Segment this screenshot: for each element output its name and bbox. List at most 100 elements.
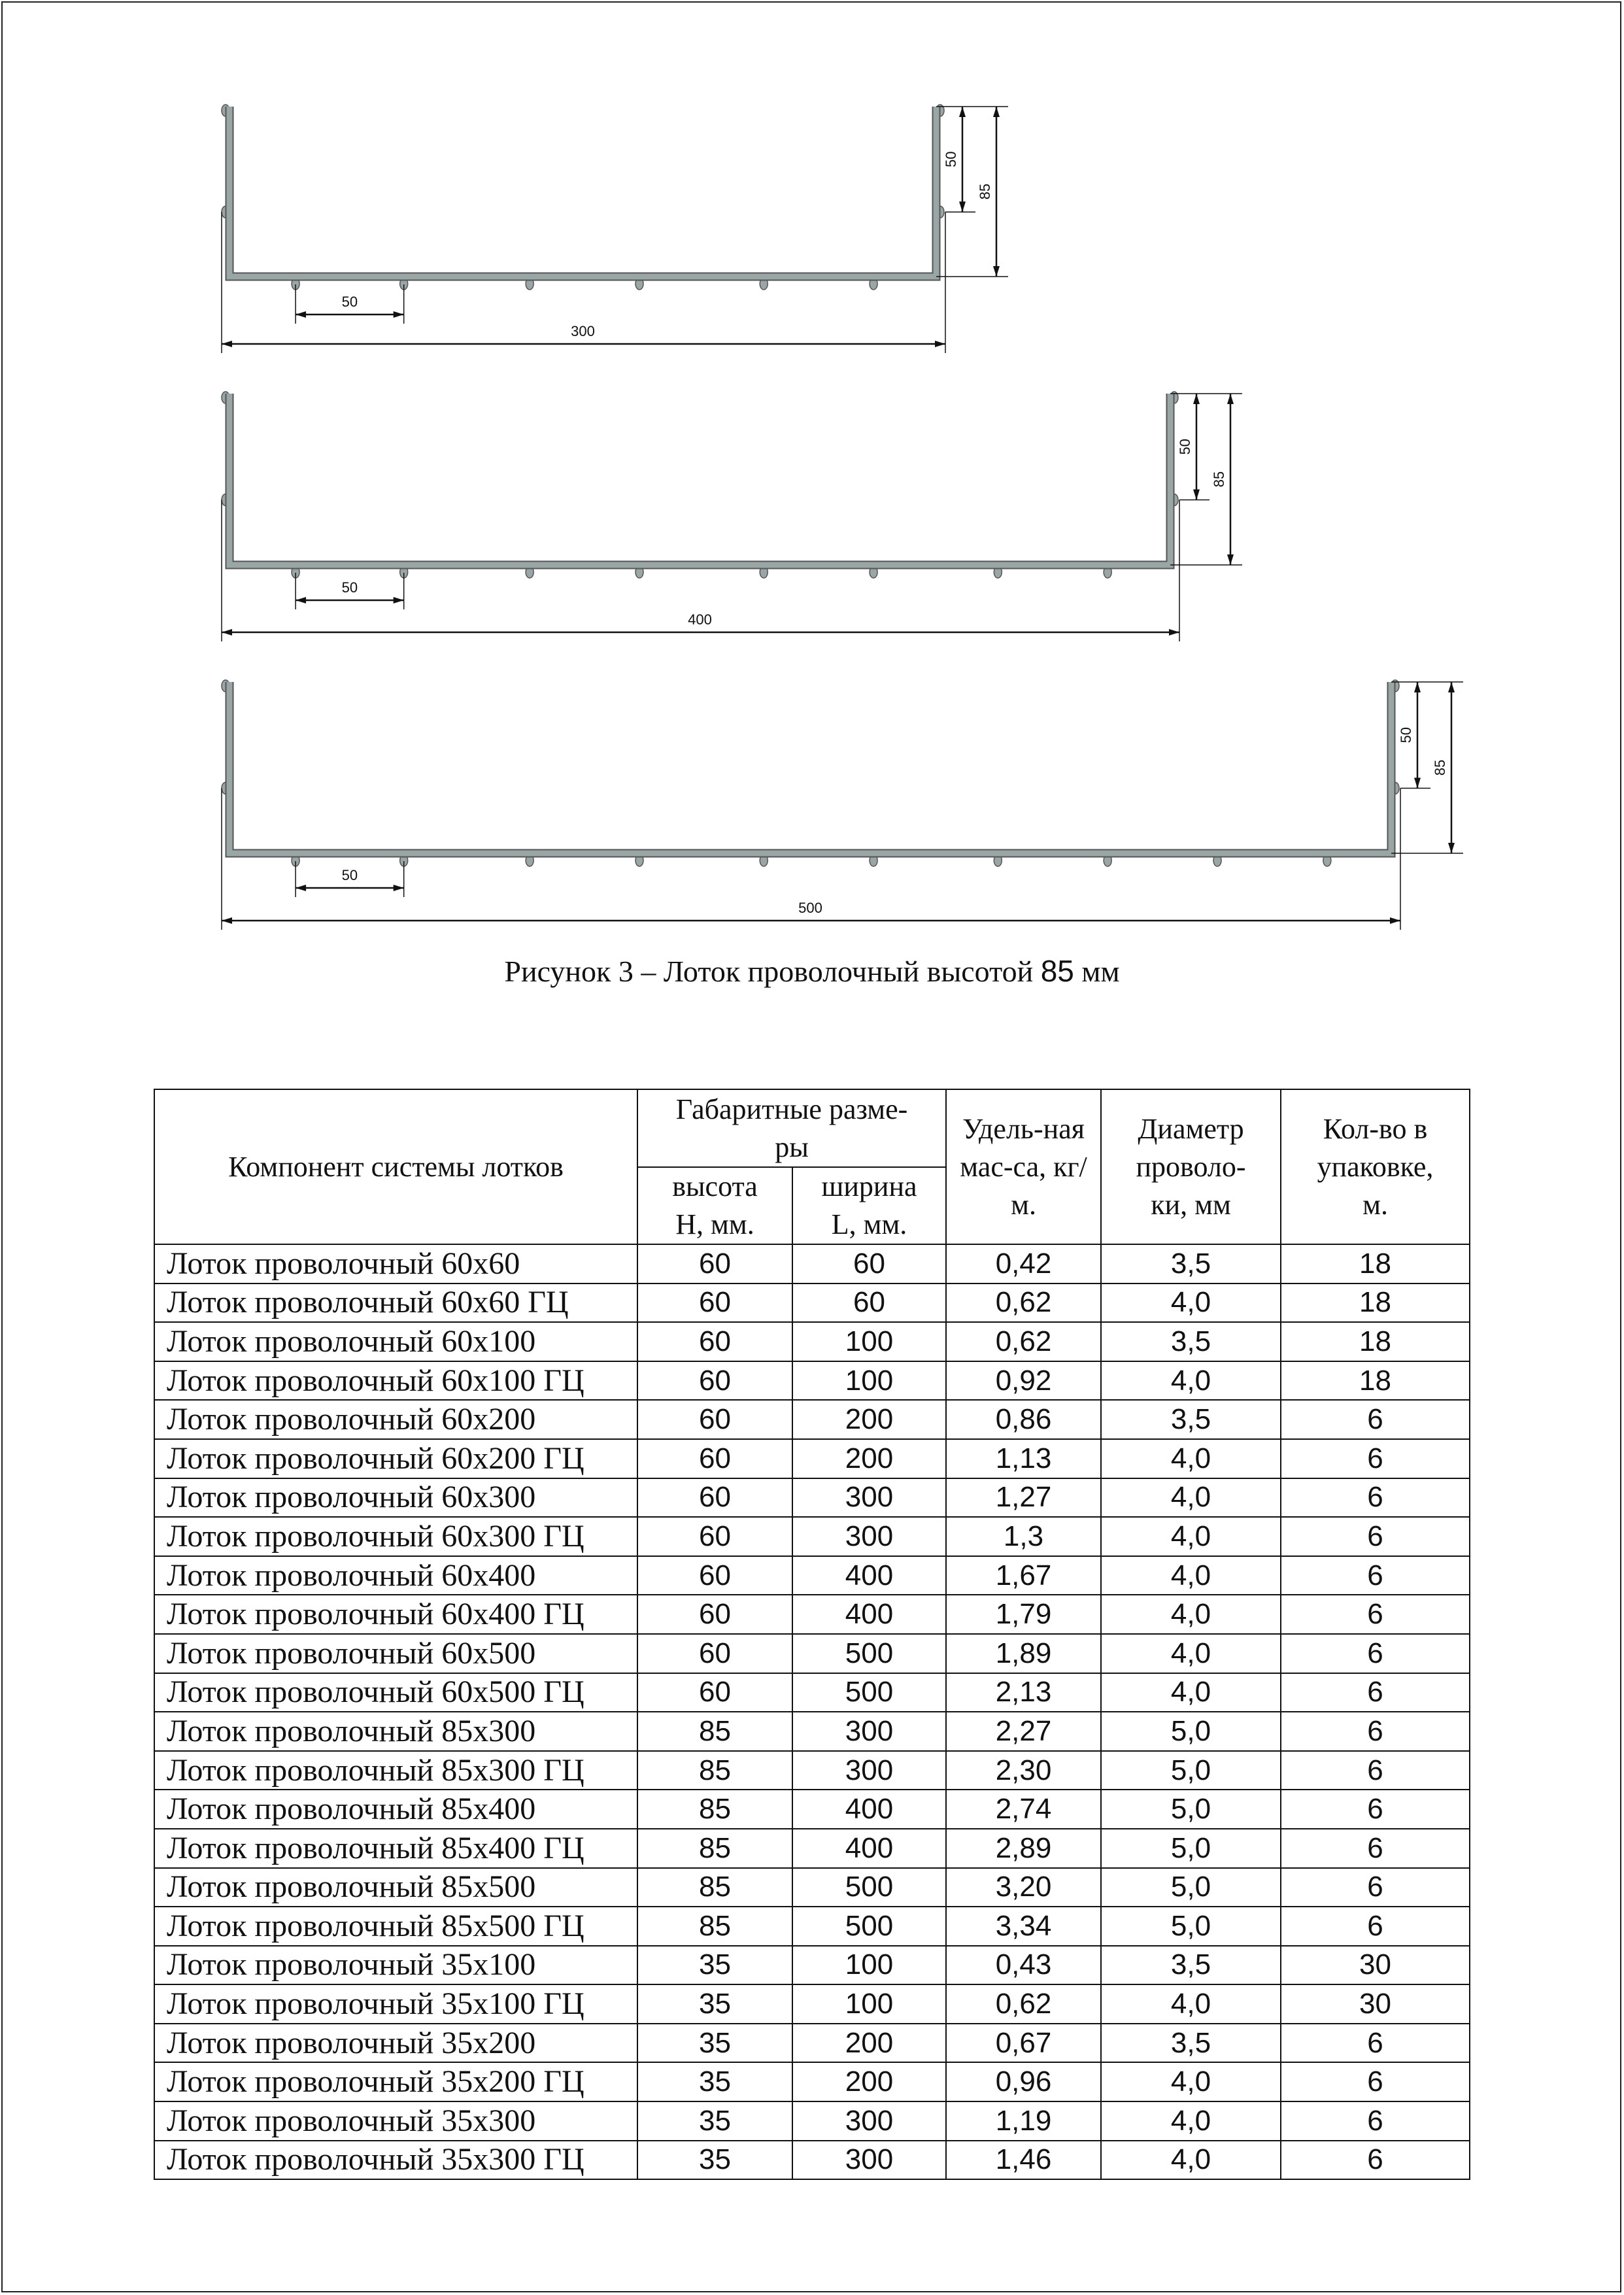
table-row: Лоток проволочный 85x500 85 500 3,20 5,0 6 [154, 1867, 1471, 1908]
cell-width: 200 [791, 2022, 947, 2064]
side-pitch-dimension-arrowhead [1414, 777, 1421, 789]
table-row: Лоток проволочный 85x500 ГЦ 85 500 3,34 5,0 6 [154, 1906, 1471, 1946]
side-pitch-dimension-arrowhead [959, 107, 966, 117]
cell-diameter: 4,0 [1100, 1594, 1282, 1635]
header-component: Компонент системы лотков [154, 1089, 638, 1245]
cell-diameter: 3,5 [1100, 1399, 1282, 1440]
cell-mass: 3,20 [945, 1867, 1102, 1908]
cell-component-name: Лоток проволочный 85x300 [154, 1711, 638, 1752]
table-row: Лоток проволочный 60x400 60 400 1,67 4,0 6 [154, 1555, 1471, 1596]
cell-mass: 1,27 [945, 1477, 1102, 1518]
cell-diameter: 3,5 [1100, 1321, 1282, 1362]
cell-pack-quantity: 18 [1280, 1321, 1471, 1362]
cell-width: 60 [791, 1244, 947, 1284]
width-dimension-label: 300 [571, 323, 595, 339]
table-row: Лоток проволочный 60x500 60 500 1,89 4,0 6 [154, 1633, 1471, 1674]
header-dimensions: Габаритные разме-ры [636, 1089, 947, 1168]
pitch-dimension-arrowhead [393, 597, 404, 604]
cell-mass: 1,89 [945, 1633, 1102, 1674]
pitch-dimension-arrowhead [393, 311, 404, 318]
height-dimension-arrowhead [1227, 554, 1234, 565]
cell-height: 60 [637, 1244, 793, 1284]
cell-diameter: 4,0 [1100, 1516, 1282, 1557]
cell-height: 60 [637, 1672, 793, 1713]
cell-pack-quantity: 6 [1280, 1750, 1471, 1791]
cell-mass: 1,79 [945, 1594, 1102, 1635]
header-pack: Кол-во в упаковке, м. [1280, 1089, 1471, 1245]
side-pitch-dimension-label: 50 [943, 151, 959, 167]
cell-mass: 2,74 [945, 1789, 1102, 1829]
table-row: Лоток проволочный 35x100 ГЦ 35 100 0,62 4,0 3… [154, 1984, 1471, 2024]
cell-height: 85 [637, 1711, 793, 1752]
cell-pack-quantity: 6 [1280, 1789, 1471, 1829]
tray-drawings: 300 50 50 85 400 50 50 85 500 50 50 85 [221, 104, 1463, 930]
cell-height: 85 [637, 1750, 793, 1791]
cell-diameter: 5,0 [1100, 1906, 1282, 1946]
cell-height: 60 [637, 1633, 793, 1674]
table-row: Лоток проволочный 60x400 ГЦ 60 400 1,79 4,0 6 [154, 1594, 1471, 1635]
side-pitch-dimension-label: 50 [1398, 727, 1414, 743]
side-pitch-dimension-arrowhead [959, 201, 966, 212]
cell-mass: 0,43 [945, 1945, 1102, 1986]
cell-component-name: Лоток проволочный 35x100 ГЦ [154, 1984, 638, 2024]
cell-pack-quantity: 6 [1280, 1828, 1471, 1869]
tray-profile [226, 682, 1395, 857]
width-dimension-arrowhead [222, 629, 232, 636]
cell-pack-quantity: 6 [1280, 1867, 1471, 1908]
cell-diameter: 4,0 [1100, 1555, 1282, 1596]
cell-diameter: 4,0 [1100, 1282, 1282, 1323]
table-row: Лоток проволочный 60x200 60 200 0,86 3,5 6 [154, 1399, 1471, 1440]
pitch-dimension-arrowhead [296, 597, 307, 604]
cell-mass: 1,67 [945, 1555, 1102, 1596]
width-dimension-label: 500 [798, 900, 822, 916]
cell-component-name: Лоток проволочный 85x400 [154, 1789, 638, 1829]
cell-mass: 0,62 [945, 1321, 1102, 1362]
table-row: Лоток проволочный 35x300 35 300 1,19 4,0 6 [154, 2101, 1471, 2141]
cell-height: 60 [637, 1321, 793, 1362]
cell-component-name: Лоток проволочный 35x200 ГЦ [154, 2062, 638, 2103]
cell-mass: 0,86 [945, 1399, 1102, 1440]
width-dimension-arrowhead [1390, 917, 1400, 924]
cell-height: 60 [637, 1282, 793, 1323]
width-dimension-arrowhead [1169, 629, 1179, 636]
table-row: Лоток проволочный 85x400 85 400 2,74 5,0 6 [154, 1789, 1471, 1829]
cell-diameter: 4,0 [1100, 1477, 1282, 1518]
cell-width: 500 [791, 1633, 947, 1674]
tray-profile [226, 394, 1174, 568]
cell-width: 300 [791, 2139, 947, 2181]
cell-width: 200 [791, 2062, 947, 2103]
cell-pack-quantity: 6 [1280, 1906, 1471, 1946]
table-row: Лоток проволочный 35x200 ГЦ 35 200 0,96 4,0 6 [154, 2062, 1471, 2103]
cell-height: 35 [637, 1945, 793, 1986]
cell-diameter: 4,0 [1100, 2062, 1282, 2103]
cell-mass: 0,67 [945, 2022, 1102, 2064]
cell-height: 60 [637, 1399, 793, 1440]
caption-suffix: мм [1074, 955, 1120, 988]
cell-diameter: 3,5 [1100, 1945, 1282, 1986]
cell-diameter: 4,0 [1100, 2101, 1282, 2141]
cell-mass: 2,89 [945, 1828, 1102, 1869]
cell-pack-quantity: 30 [1280, 1984, 1471, 2024]
cell-width: 400 [791, 1594, 947, 1635]
cell-pack-quantity: 6 [1280, 2022, 1471, 2064]
table-row: Лоток проволочный 85x400 ГЦ 85 400 2,89 5,0 6 [154, 1828, 1471, 1869]
cell-component-name: Лоток проволочный 60x400 [154, 1555, 638, 1596]
cell-component-name: Лоток проволочный 35x100 [154, 1945, 638, 1986]
height-dimension-label: 85 [1211, 471, 1227, 487]
cell-mass: 3,34 [945, 1906, 1102, 1946]
cell-diameter: 4,0 [1100, 1360, 1282, 1401]
cell-height: 60 [637, 1360, 793, 1401]
cell-height: 85 [637, 1867, 793, 1908]
cell-component-name: Лоток проволочный 85x300 ГЦ [154, 1750, 638, 1791]
cell-mass: 0,42 [945, 1244, 1102, 1284]
cell-component-name: Лоток проволочный 35x200 [154, 2022, 638, 2064]
table-row: Лоток проволочный 60x60 ГЦ 60 60 0,62 4,0 18 [154, 1282, 1471, 1323]
table-row: Лоток проволочный 35x100 35 100 0,43 3,5 30 [154, 1945, 1471, 1986]
height-dimension-arrowhead [993, 107, 1000, 117]
tray-profile-outline [225, 107, 941, 281]
cell-width: 200 [791, 1438, 947, 1479]
cell-width: 100 [791, 1945, 947, 1986]
cell-width: 60 [791, 1282, 947, 1323]
cell-mass: 0,96 [945, 2062, 1102, 2103]
